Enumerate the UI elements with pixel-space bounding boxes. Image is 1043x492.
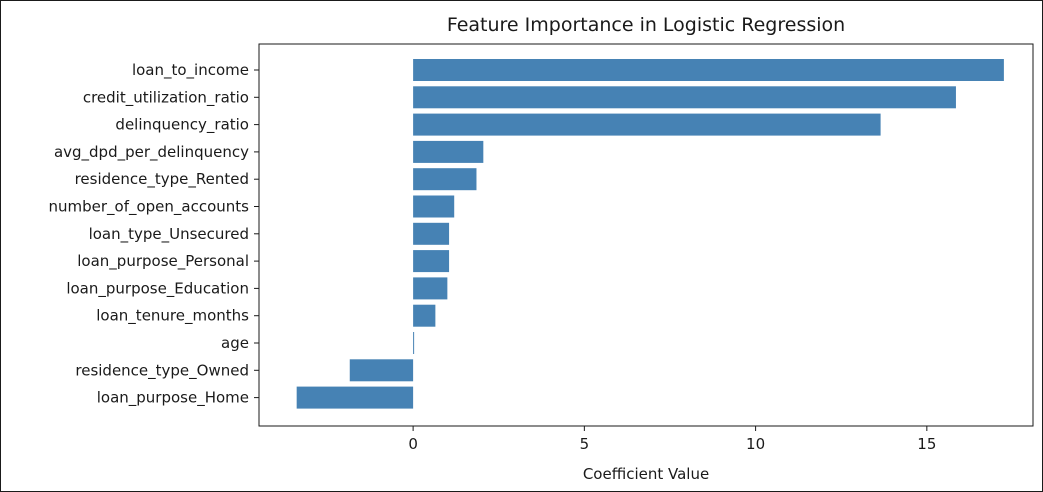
bar-credit-utilization-ratio [413,86,956,109]
y-tick-label: loan_purpose_Education [66,279,249,298]
y-tick-label: delinquency_ratio [115,116,249,135]
y-tick-label: residence_type_Owned [75,361,249,380]
bar-residence-type-owned [349,359,414,382]
bar-loan-tenure-months [413,304,436,327]
y-tick-label: loan_tenure_months [96,307,249,326]
y-tick-label: number_of_open_accounts [48,198,249,217]
y-tick-group: loan_to_income credit_utilization_ratiode… [48,61,259,408]
x-tick-label: 15 [917,435,936,453]
x-tick-label: 10 [746,435,765,453]
bar-loan-type-unsecured [413,222,450,245]
x-axis-label: Coefficient Value [583,465,709,483]
bar-loan-to-income [413,59,1004,81]
y-tick-label: avg_dpd_per_delinquency [54,143,249,162]
chart-title: Feature Importance in Logistic Regressio… [447,14,845,36]
bar-loan-purpose-education [413,277,448,300]
bar-number-of-open-accounts [413,195,455,218]
y-tick-label: credit_utilization_ratio [83,88,249,107]
y-tick-label: loan_purpose_Personal [77,252,249,271]
bar-age [413,332,415,354]
bar-loan-purpose-home [296,386,414,409]
plot-area-frame [258,43,1034,427]
x-tick-label: 0 [408,435,418,453]
bar-avg-dpd-per-delinquency [413,140,484,163]
bar-loan-purpose-personal [413,250,450,273]
bar-delinquency-ratio [413,113,881,136]
x-tick-label: 5 [580,435,590,453]
y-tick-label: loan_purpose_Home [97,389,249,408]
y-tick-label: age [221,334,249,352]
y-tick-label: loan_to_income [132,61,249,80]
y-tick-label: loan_type_Unsecured [89,225,249,244]
y-tick-label: residence_type_Rented [75,170,249,189]
x-tick-group: 0 5 10 15 [408,426,936,453]
bar-residence-type-rented [413,168,477,191]
bars-group [296,59,1004,409]
